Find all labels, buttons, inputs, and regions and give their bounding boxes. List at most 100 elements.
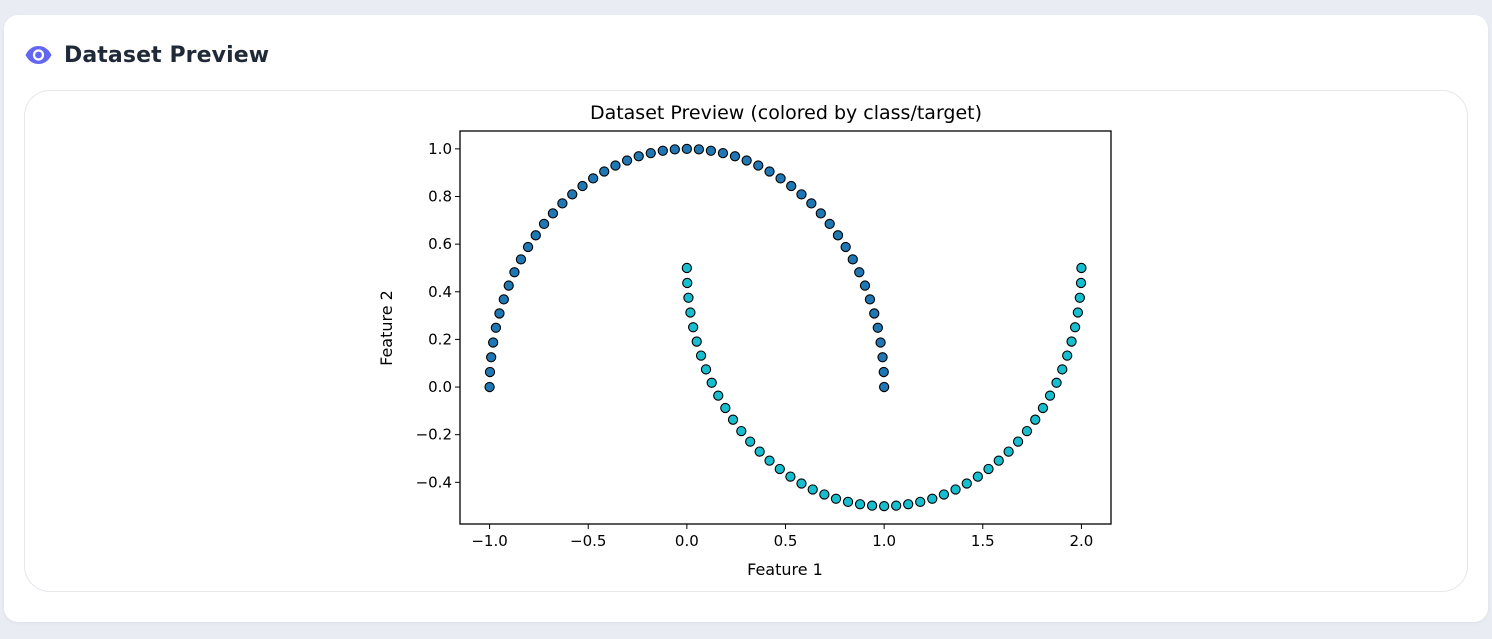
- scatter-point-class-1: [1003, 446, 1014, 457]
- scatter-point-class-1: [830, 493, 842, 504]
- scatter-point-class-1: [1075, 277, 1087, 289]
- scatter-point-class-1: [819, 489, 830, 500]
- scatter-point-class-0: [729, 151, 741, 162]
- scatter-point-class-1: [878, 500, 890, 512]
- scatter-point-class-0: [503, 280, 514, 291]
- scatter-point-class-0: [557, 198, 568, 209]
- scatter-point-class-1: [1037, 402, 1049, 414]
- scatter-point-class-1: [1062, 350, 1073, 361]
- scatter-point-class-1: [1021, 425, 1033, 437]
- scatter-point-class-0: [832, 230, 844, 241]
- plot-axes-frame: [459, 130, 1112, 525]
- scatter-point-class-1: [745, 436, 756, 447]
- card-title: Dataset Preview: [64, 42, 270, 68]
- scatter-point-class-0: [669, 144, 680, 155]
- scatter-point-class-0: [806, 198, 817, 209]
- scatter-point-class-0: [854, 267, 865, 278]
- y-tick-label: 0.8: [428, 188, 452, 206]
- scatter-point-class-1: [903, 499, 914, 510]
- scatter-point-class-0: [815, 208, 826, 219]
- scatter-point-class-1: [700, 364, 712, 375]
- scatter-point-class-0: [487, 337, 499, 348]
- scatter-point-class-0: [764, 166, 775, 177]
- scatter-point-class-0: [796, 189, 807, 200]
- x-axis: −1.0 −0.5 0.0 0.5 1.0 1.5 2.0: [471, 524, 1093, 550]
- scatter-point-class-0: [484, 366, 496, 378]
- scatter-point-class-0: [509, 267, 520, 278]
- scatter-point-class-0: [567, 189, 578, 200]
- scatter-point-class-0: [717, 148, 729, 159]
- scatter-point-class-0: [775, 173, 786, 184]
- scatter-point-class-0: [490, 322, 502, 333]
- scatter-point-class-0: [577, 180, 588, 192]
- x-tick-label: −0.5: [570, 532, 606, 550]
- scatter-point-class-1: [983, 463, 994, 475]
- scatter-point-class-1: [891, 500, 902, 511]
- x-tick-label: 1.0: [872, 532, 896, 550]
- scatter-point-class-0: [705, 145, 717, 156]
- scatter-point-class-0: [494, 308, 505, 319]
- scatter-point-class-0: [824, 218, 835, 230]
- scatter-point-class-0: [515, 254, 527, 265]
- card-header: Dataset Preview: [24, 39, 269, 71]
- x-axis-label: Feature 1: [747, 560, 823, 579]
- scatter-point-class-1: [915, 496, 926, 507]
- scatter-points: [484, 143, 1087, 512]
- scatter-point-class-1: [1044, 390, 1056, 401]
- x-tick-label: 0.0: [675, 532, 699, 550]
- y-tick-label: 0.2: [428, 330, 452, 348]
- scatter-point-class-1: [720, 402, 731, 414]
- scatter-point-class-1: [1066, 336, 1077, 347]
- scatter-point-class-0: [872, 322, 883, 333]
- scatter-point-class-1: [972, 471, 983, 482]
- scatter-point-class-0: [877, 352, 888, 363]
- y-tick-label: −0.2: [416, 426, 452, 444]
- scatter-point-class-1: [961, 478, 972, 489]
- scatter-point-class-0: [547, 208, 559, 219]
- scatter-point-class-0: [538, 218, 550, 230]
- y-tick-label: 0.6: [428, 235, 452, 253]
- scatter-point-class-0: [498, 294, 509, 305]
- scatter-point-class-1: [736, 425, 747, 437]
- scatter-point-class-1: [754, 446, 765, 457]
- scatter-point-class-1: [764, 455, 775, 466]
- scatter-point-class-0: [633, 151, 644, 162]
- scatter-chart: Dataset Preview (colored by class/target…: [377, 102, 1112, 579]
- scatter-point-class-1: [842, 496, 854, 507]
- scatter-point-class-1: [807, 484, 818, 495]
- scatter-point-class-1: [927, 493, 938, 504]
- scatter-point-class-0: [859, 280, 871, 291]
- scatter-point-class-1: [1074, 292, 1085, 303]
- scatter-point-class-1: [1069, 322, 1081, 333]
- scatter-point-class-1: [950, 484, 961, 495]
- scatter-point-class-1: [1057, 364, 1068, 375]
- scatter-point-class-0: [847, 254, 858, 265]
- y-axis: −0.4 −0.2 0.0 0.2 0.4 0.6 0.8 1.0: [416, 140, 460, 491]
- scatter-point-class-0: [621, 155, 633, 166]
- scatter-point-class-1: [993, 455, 1004, 466]
- scatter-point-class-0: [484, 381, 495, 393]
- scatter-point-class-1: [706, 377, 717, 388]
- scatter-point-class-0: [681, 143, 693, 155]
- scatter-point-class-0: [869, 308, 880, 319]
- scatter-point-class-0: [864, 294, 876, 305]
- scatter-point-class-1: [685, 307, 696, 318]
- scatter-point-class-1: [695, 350, 707, 361]
- scatter-point-class-0: [486, 352, 497, 363]
- scatter-point-class-1: [727, 414, 739, 425]
- scatter-point-class-0: [878, 366, 889, 378]
- plot-panel: Dataset Preview (colored by class/target…: [24, 90, 1468, 592]
- scatter-point-class-1: [691, 336, 702, 347]
- scatter-point-class-0: [610, 160, 621, 171]
- y-tick-label: −0.4: [416, 473, 452, 491]
- scatter-point-class-0: [522, 241, 534, 253]
- scatter-point-class-1: [854, 499, 866, 510]
- scatter-point-class-0: [645, 148, 656, 159]
- scatter-point-class-0: [657, 145, 668, 156]
- scatter-point-class-1: [1030, 414, 1041, 425]
- scatter-point-class-1: [713, 390, 724, 401]
- scatter-point-class-0: [741, 155, 752, 166]
- scatter-point-class-0: [693, 144, 705, 155]
- eye-icon: [24, 45, 53, 65]
- scatter-point-class-1: [866, 500, 878, 511]
